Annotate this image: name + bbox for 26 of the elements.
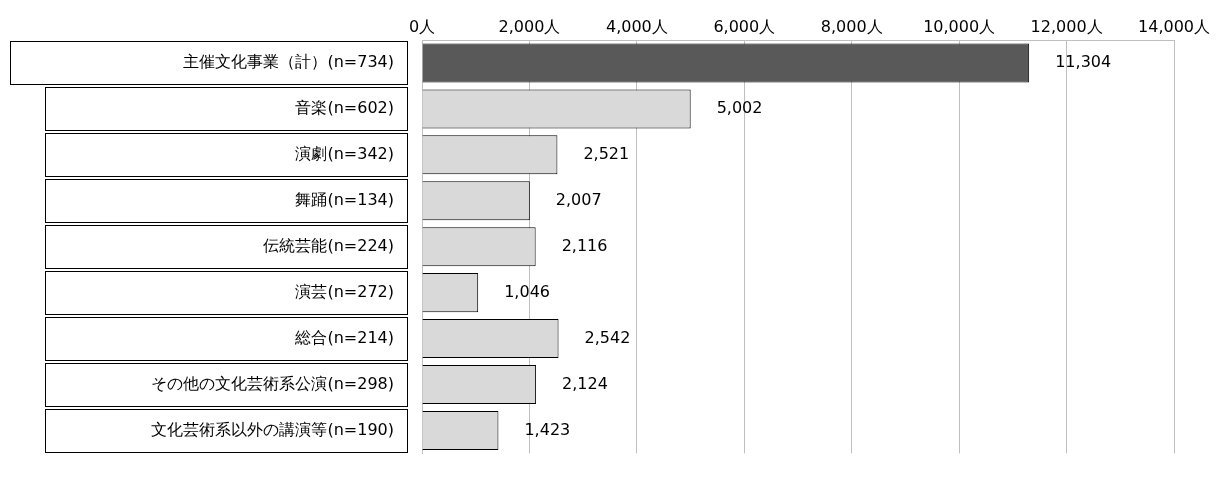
y-tick-label: 音楽(n=602): [295, 98, 394, 118]
x-tick-label: 0人: [408, 16, 436, 36]
data-label: 2,521: [583, 143, 630, 163]
data-label: 1,423: [524, 419, 571, 439]
y-tick-label: 主催文化事業（計）(n=734): [183, 52, 394, 72]
y-tick-label: 演劇(n=342): [295, 143, 394, 163]
y-tick-label: 伝統芸能(n=224): [263, 235, 394, 255]
y-tick-label: 文化芸術系以外の講演等(n=190): [151, 419, 394, 439]
x-tick-label: 2,000人: [498, 16, 561, 36]
data-label: 1,046: [504, 281, 550, 301]
data-label: 2,542: [584, 327, 631, 347]
data-label: 2,116: [561, 235, 608, 255]
y-tick-label: 舞踊(n=134): [295, 189, 394, 209]
x-tick-label: 14,000人: [1138, 16, 1210, 36]
x-tick-label: 12,000人: [1030, 16, 1103, 36]
data-label: 11,304: [1055, 52, 1112, 72]
x-tick-label: 6,000人: [713, 16, 776, 36]
y-tick-label: 総合(n=214): [294, 327, 394, 347]
data-label: 5,002: [716, 98, 763, 118]
data-label: 2,124: [562, 373, 608, 393]
y-tick-label: 演芸(n=272): [295, 281, 394, 301]
x-tick-label: 10,000人: [923, 16, 996, 36]
x-tick-label: 8,000人: [820, 16, 883, 36]
y-tick-label: その他の文化芸術系公演(n=298): [151, 373, 394, 393]
x-tick-label: 4,000人: [605, 16, 668, 36]
data-label: 2,007: [555, 189, 602, 209]
